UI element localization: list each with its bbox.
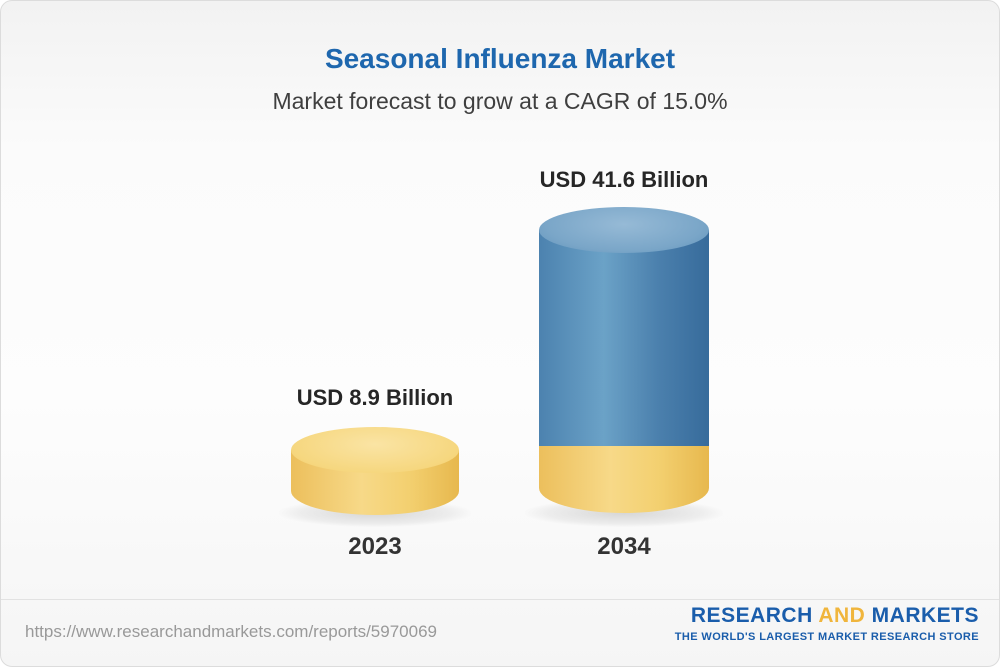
- report-url: https://www.researchandmarkets.com/repor…: [25, 622, 437, 641]
- footer-divider: [1, 599, 999, 600]
- page-subtitle: Market forecast to grow at a CAGR of 15.…: [272, 88, 728, 114]
- logo-wordmark: RESEARCH AND MARKETS: [675, 604, 979, 628]
- research-and-markets-logo: RESEARCH AND MARKETS THE WORLD'S LARGEST…: [675, 604, 979, 643]
- bar-2023-top-cap: [291, 427, 459, 473]
- value-label-2034: USD 41.6 Billion: [539, 167, 709, 192]
- logo-word-research: RESEARCH: [690, 604, 813, 627]
- page-title: Seasonal Influenza Market: [324, 43, 676, 74]
- x-axis-label-2023: 2023: [348, 533, 402, 560]
- logo-tagline: THE WORLD'S LARGEST MARKET RESEARCH STOR…: [674, 631, 979, 643]
- logo-word-markets: MARKETS: [871, 604, 979, 627]
- logo-word-and: AND: [818, 604, 866, 627]
- bar-2034-top-cap: [539, 207, 709, 253]
- bar-2034-base-band: [539, 446, 709, 513]
- bar-2034-body: [539, 230, 709, 446]
- x-axis-label-2034: 2034: [597, 533, 651, 560]
- bar-2034-cylinder: [539, 207, 709, 513]
- bar-2023-cylinder: [291, 427, 459, 515]
- value-label-2023: USD 8.9 Billion: [296, 385, 454, 410]
